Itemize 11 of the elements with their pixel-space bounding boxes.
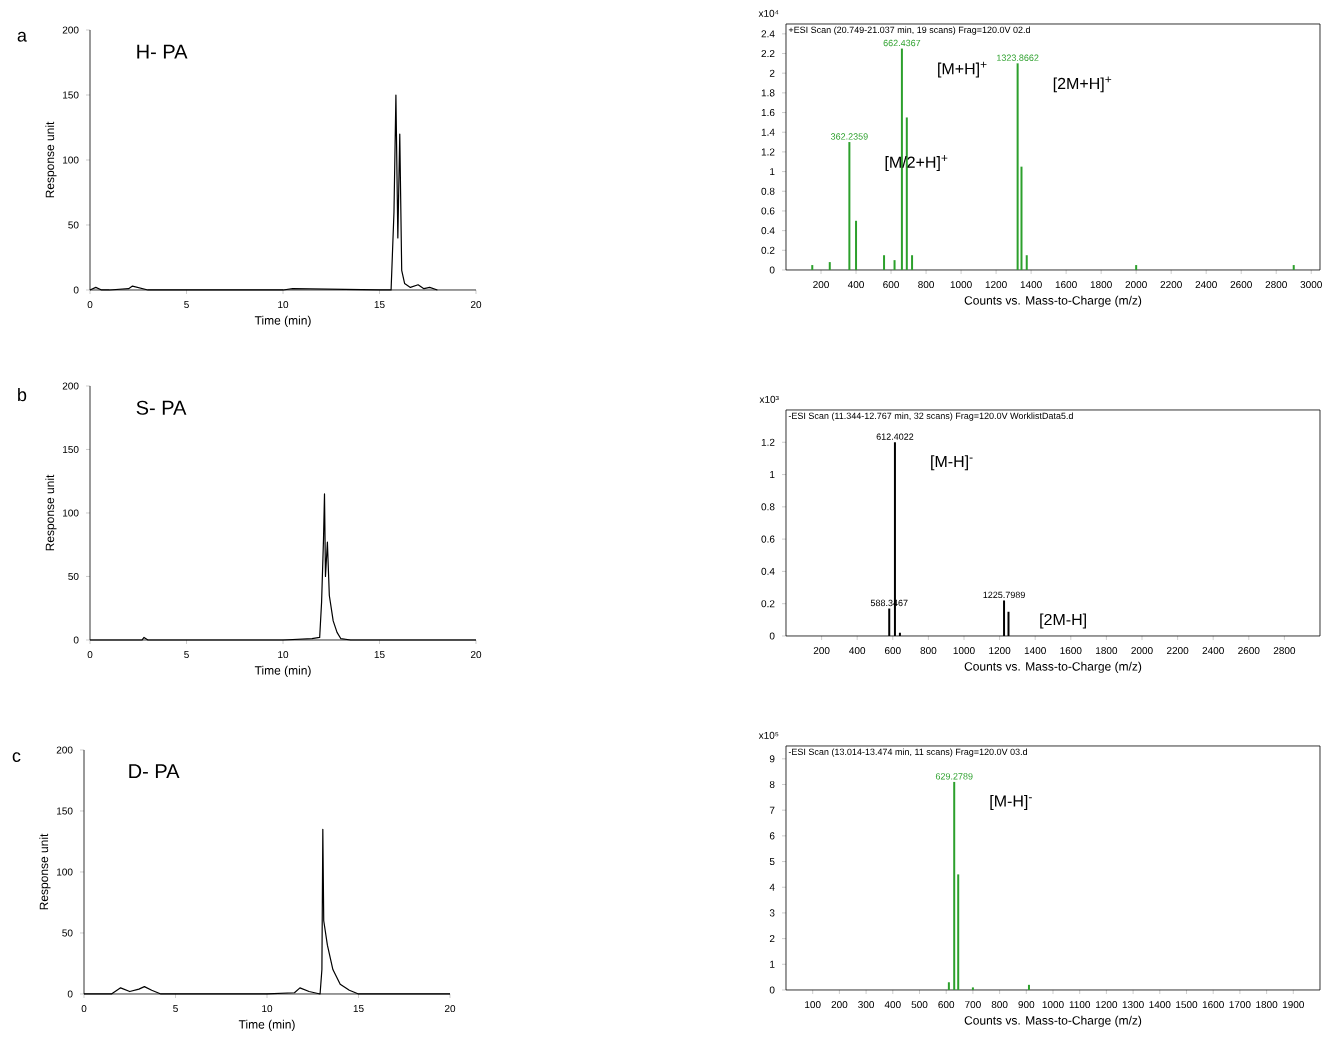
annotation: [M-H]$^{-}$ — [990, 794, 1032, 810]
annotation: [M+H]$^{+}$ — [938, 61, 987, 78]
text: H- PA — [137, 44, 188, 59]
annotation: [2M+H]$^{+}$ — [1053, 76, 1112, 93]
text: c — [12, 752, 21, 763]
text: a — [17, 31, 27, 42]
text: S- PA — [136, 400, 187, 415]
text: D- PA — [129, 764, 180, 779]
text: b — [18, 387, 27, 402]
annotation: [2M-H] — [1040, 613, 1086, 629]
annotation: [M-H]$^{-}$ — [931, 455, 973, 471]
